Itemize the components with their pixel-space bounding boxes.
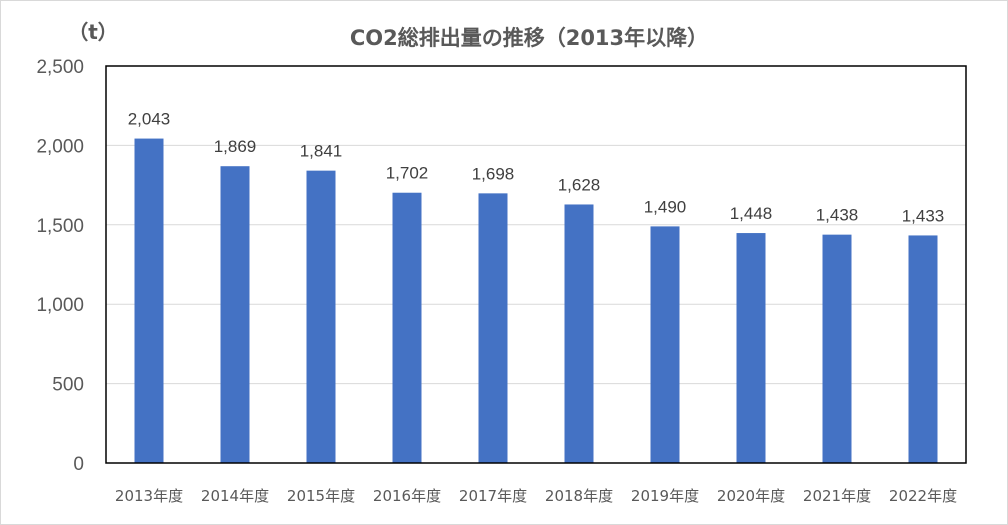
x-tick-label: 2020年度 <box>717 487 785 505</box>
data-label: 1,698 <box>472 164 515 183</box>
x-tick-label: 2018年度 <box>545 487 613 505</box>
data-labels: 2,043 1,869 1,841 1,702 1,698 1,628 1,490 1,448… <box>128 110 945 226</box>
chart-title: CO2総排出量の推移（2013年以降） <box>350 26 708 50</box>
y-tick-label: 2,000 <box>36 136 84 157</box>
y-tick-label: 500 <box>52 375 84 396</box>
y-tick-label: 1,500 <box>36 216 84 237</box>
y-tick-label: 2,500 <box>36 57 84 78</box>
y-axis-unit-label: （t） <box>68 20 118 44</box>
x-axis-ticks: 2013年度 2014年度 2015年度 2016年度 2017年度 2018年度 2019… <box>115 487 957 505</box>
bar <box>822 234 852 463</box>
data-label: 1,628 <box>558 175 601 194</box>
bar <box>564 204 594 463</box>
x-tick-label: 2017年度 <box>459 487 527 505</box>
x-tick-label: 2022年度 <box>889 487 957 505</box>
bar <box>392 192 422 463</box>
bars <box>134 138 938 463</box>
bar <box>306 170 336 463</box>
plot-area-frame <box>105 65 967 464</box>
x-tick-label: 2014年度 <box>201 487 269 505</box>
data-label: 2,043 <box>128 110 171 129</box>
bar <box>478 193 508 463</box>
bar <box>736 233 766 463</box>
data-label: 1,869 <box>214 137 257 156</box>
bar <box>650 226 680 463</box>
data-label: 1,448 <box>730 204 773 223</box>
data-label: 1,841 <box>300 142 343 161</box>
y-tick-label: 1,000 <box>36 295 84 316</box>
x-tick-label: 2013年度 <box>115 487 183 505</box>
x-tick-label: 2019年度 <box>631 487 699 505</box>
x-tick-label: 2016年度 <box>373 487 441 505</box>
data-label: 1,490 <box>644 197 687 216</box>
bar <box>908 235 938 463</box>
bar <box>134 138 164 463</box>
bar <box>220 166 250 463</box>
x-tick-label: 2015年度 <box>287 487 355 505</box>
y-axis-ticks: 0 500 1,000 1,500 2,000 2,500 <box>36 57 84 475</box>
data-label: 1,433 <box>902 206 945 225</box>
x-tick-label: 2021年度 <box>803 487 871 505</box>
data-label: 1,438 <box>816 206 859 225</box>
data-label: 1,702 <box>386 164 429 183</box>
y-tick-label: 0 <box>73 454 84 475</box>
